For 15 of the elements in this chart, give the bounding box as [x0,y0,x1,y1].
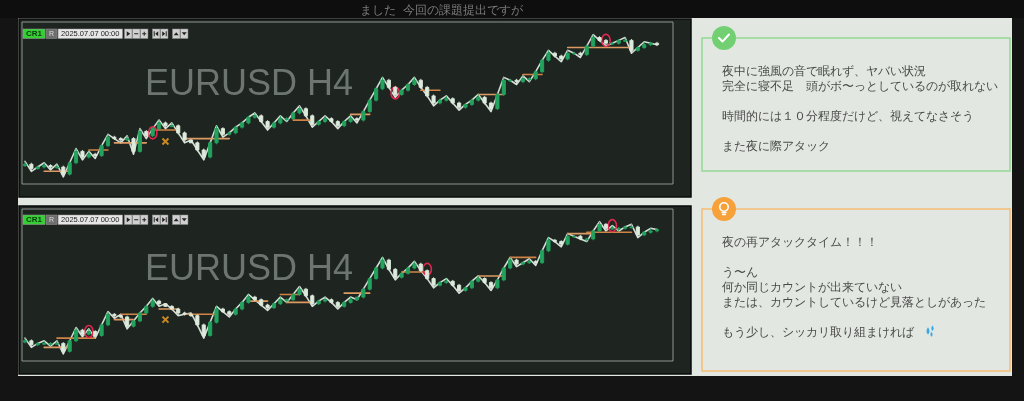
annotation: また夜に際アタック [722,139,830,153]
annotation: CR1 [26,29,42,39]
annotation: 今回の課題提出ですが [403,3,523,17]
annotation: う〜ん [722,265,758,279]
annotation: 完全に寝不足 頭がボ〜っとしているのが取れない [722,79,998,93]
title: EURUSD H4 [145,247,354,288]
annotation: ました [360,3,396,17]
annotation: または、カウントしているけど見落としがあった [722,295,986,309]
annotation: 夜中に強風の音で眠れず、ヤバい状況 [722,64,926,78]
annotation: 時間的には１０分程度だけど、視えてなさそう [722,109,974,123]
annotation: 何か同じカウントが出来ていない [722,280,902,294]
annotation: もう少し、シッカリ取り組まければ [722,325,914,339]
annotation: CR1 [26,215,42,225]
title: EURUSD H4 [145,62,354,103]
annotation: 夜の再アタックタイム！！！ [722,235,878,249]
